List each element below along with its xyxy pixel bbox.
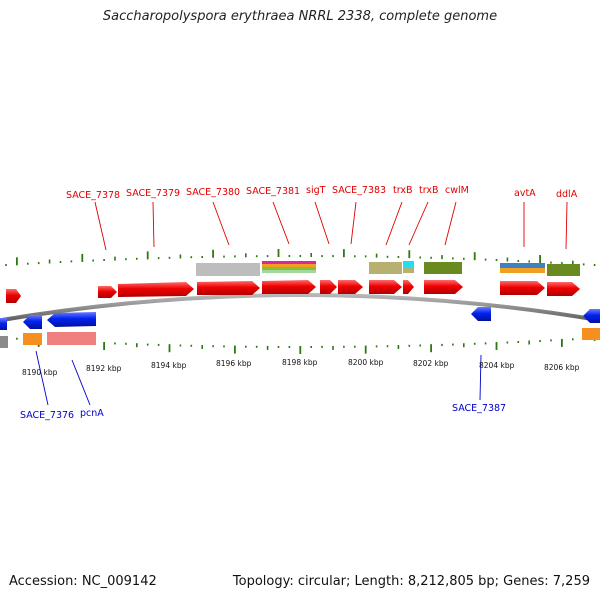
- gene-label: trxB: [419, 185, 439, 196]
- gene-label: SACE_7376: [20, 410, 74, 421]
- cds-forward[interactable]: [320, 280, 337, 294]
- gene-label: SACE_7378: [66, 190, 120, 201]
- cds-reverse[interactable]: [47, 312, 96, 327]
- domain-block: [196, 263, 260, 276]
- gene-label: pcnA: [80, 408, 104, 419]
- cds-forward[interactable]: [500, 281, 545, 295]
- tick-label: 8198 kbp: [282, 358, 318, 367]
- genome-title: Saccharopolyspora erythraea NRRL 2338, c…: [102, 9, 498, 24]
- gene-label: SACE_7383: [332, 185, 386, 196]
- cds-reverse[interactable]: [583, 309, 600, 323]
- gene-label: cwlM: [445, 185, 469, 196]
- domain-block: [262, 264, 316, 267]
- accession-text: Accession: NC_009142: [9, 574, 157, 589]
- gene-label: trxB: [393, 185, 413, 196]
- domain-block: [547, 264, 580, 276]
- cds-forward[interactable]: [369, 280, 402, 294]
- cds-forward[interactable]: [547, 282, 580, 296]
- domain-block: [262, 261, 316, 264]
- domain-block: [262, 267, 316, 270]
- tick-label: 8190 kbp: [22, 368, 58, 377]
- domain-block: [582, 328, 600, 340]
- cds-reverse[interactable]: [23, 315, 42, 329]
- cds-forward[interactable]: [197, 281, 260, 295]
- cds-forward[interactable]: [118, 282, 194, 297]
- domain-block: [0, 336, 8, 348]
- gene-label: SACE_7379: [126, 188, 180, 199]
- cds-forward[interactable]: [98, 286, 117, 298]
- cds-reverse[interactable]: [0, 318, 7, 330]
- genome-backbone: [0, 293, 600, 323]
- domain-block: [403, 261, 414, 267]
- topology-text: Topology: circular; Length: 8,212,805 bp…: [232, 574, 590, 589]
- feature-track: [0, 261, 600, 348]
- gene-label: avtA: [514, 188, 536, 199]
- domain-block: [262, 270, 316, 273]
- tick-label: 8194 kbp: [151, 361, 187, 370]
- domain-block: [500, 268, 545, 273]
- gene-label: SACE_7387: [452, 403, 506, 414]
- domain-block: [369, 262, 402, 274]
- tick-label: 8196 kbp: [216, 359, 252, 368]
- tick-label: 8206 kbp: [544, 363, 580, 372]
- tick-label: 8192 kbp: [86, 364, 122, 373]
- domain-block: [424, 262, 462, 274]
- tick-label: 8202 kbp: [413, 359, 449, 368]
- cds-forward[interactable]: [403, 280, 414, 294]
- outer-ruler: [5, 249, 596, 266]
- gene-label: sigT: [306, 185, 326, 196]
- tick-label: 8204 kbp: [479, 361, 515, 370]
- domain-block: [47, 332, 96, 345]
- gene-label: SACE_7381: [246, 186, 300, 197]
- domain-block: [23, 333, 42, 345]
- gene-label: SACE_7380: [186, 187, 240, 198]
- cds-forward[interactable]: [424, 280, 463, 294]
- domain-block: [500, 263, 545, 268]
- gene-label: ddlA: [556, 189, 578, 200]
- cds-forward[interactable]: [338, 280, 363, 294]
- cds-forward[interactable]: [6, 289, 21, 303]
- cds-reverse[interactable]: [471, 307, 491, 321]
- cds-forward[interactable]: [262, 280, 316, 294]
- tick-label: 8200 kbp: [348, 358, 384, 367]
- domain-block: [403, 267, 414, 273]
- label-leaders: [35, 201, 568, 406]
